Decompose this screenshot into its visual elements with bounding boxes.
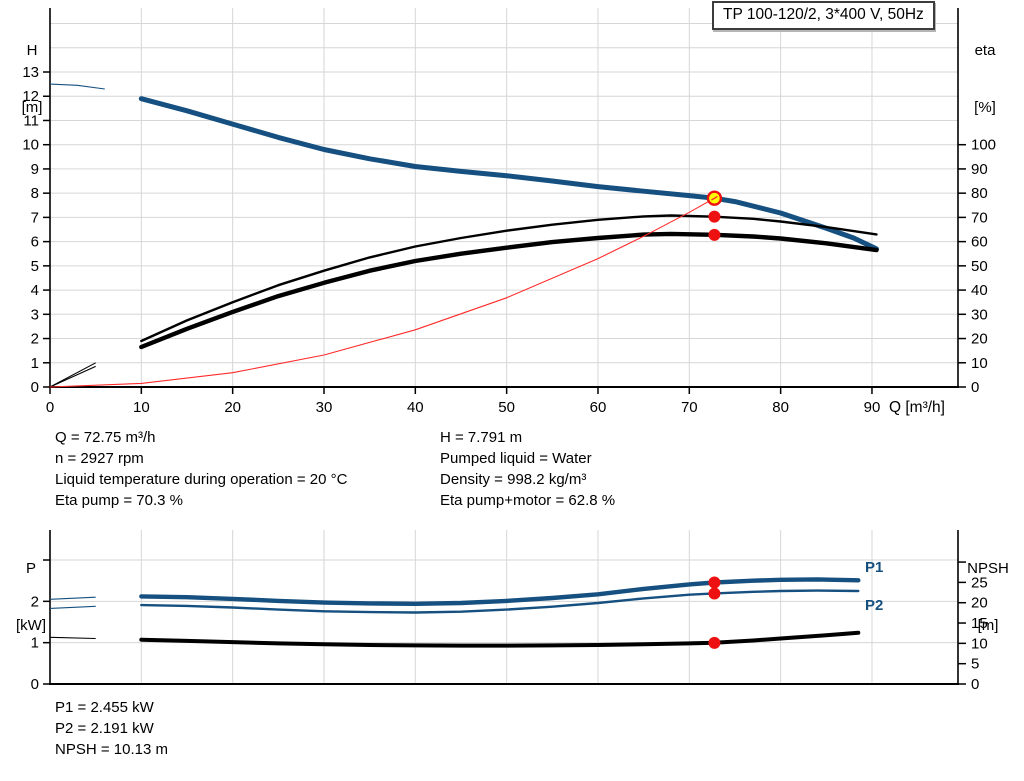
h-axis-unit-measure: [m] bbox=[21, 99, 43, 116]
duty-dot bbox=[708, 576, 721, 589]
y-right-tick-label: 60 bbox=[971, 234, 988, 251]
h-axis-unit-symbol: H bbox=[26, 42, 38, 59]
head-curve-thin bbox=[49, 83, 105, 90]
y-right-tick-label: 10 bbox=[971, 355, 988, 372]
info-q: Q = 72.75 m³/h bbox=[55, 429, 156, 446]
y-right-tick-label: 0 bbox=[971, 676, 979, 693]
x-tick-label: 20 bbox=[224, 399, 241, 416]
x-tick-label: 80 bbox=[772, 399, 789, 416]
y-left-tick-label: 3 bbox=[31, 306, 39, 323]
y-left-tick-label: 4 bbox=[31, 282, 39, 299]
x-tick-label: 10 bbox=[133, 399, 150, 416]
p-axis-unit-symbol: P bbox=[25, 560, 36, 577]
duty-dot bbox=[708, 210, 721, 223]
info-eta-pump-motor: Eta pump+motor = 62.8 % bbox=[440, 492, 616, 509]
y-left-tick-label: 8 bbox=[31, 185, 39, 202]
eta-axis-unit-symbol: eta bbox=[974, 42, 996, 59]
y-left-tick-label: 6 bbox=[31, 234, 39, 251]
head-curve bbox=[138, 96, 879, 252]
y-left-tick-label: 1 bbox=[31, 355, 39, 372]
y-left-tick-label: 2 bbox=[31, 593, 39, 610]
npsh-axis-unit: NPSH [m] bbox=[956, 521, 1020, 673]
npsh-axis-unit-measure: [m] bbox=[977, 617, 999, 634]
x-tick-label: 70 bbox=[681, 399, 698, 416]
x-tick-label: 60 bbox=[590, 399, 607, 416]
p1-curve bbox=[139, 577, 861, 606]
x-tick-label: 90 bbox=[864, 399, 881, 416]
y-right-tick-label: 30 bbox=[971, 306, 988, 323]
y-left-tick-label: 13 bbox=[22, 64, 39, 81]
y-right-tick-label: 15 bbox=[971, 615, 988, 632]
info-block-bottom: P1 = 2.455 kW P2 = 2.191 kW NPSH = 10.13… bbox=[55, 697, 168, 760]
info-liquid-temp: Liquid temperature during operation = 20… bbox=[55, 471, 348, 488]
y-right-tick-label: 25 bbox=[971, 574, 988, 591]
eta-pump-curve bbox=[140, 214, 878, 343]
system-curve bbox=[49, 197, 715, 388]
info-block-right: H = 7.791 m Pumped liquid = Water Densit… bbox=[440, 427, 615, 511]
info-h: H = 7.791 m bbox=[440, 429, 523, 446]
info-eta-pump: Eta pump = 70.3 % bbox=[55, 492, 183, 509]
y-left-tick-label: 1 bbox=[31, 635, 39, 652]
y-left-tick-label: 11 bbox=[23, 112, 39, 129]
eta-pump-motor-curve-thin bbox=[49, 365, 96, 388]
info-p1: P1 = 2.455 kW bbox=[55, 699, 154, 716]
y-right-tick-label: 5 bbox=[971, 656, 979, 673]
info-n: n = 2927 rpm bbox=[55, 450, 144, 467]
y-left-tick-label: 2 bbox=[31, 331, 39, 348]
y-right-tick-label: 100 bbox=[971, 137, 996, 154]
y-right-tick-label: 20 bbox=[971, 595, 988, 612]
y-right-tick-label: 50 bbox=[971, 258, 988, 275]
p2-curve-label: P2 bbox=[865, 597, 884, 614]
p-axis-unit: P [kW] bbox=[8, 521, 54, 673]
y-left-tick-label: 12 bbox=[22, 88, 39, 105]
duty-dot bbox=[708, 587, 721, 600]
npsh-curve bbox=[139, 630, 861, 648]
info-npsh: NPSH = 10.13 m bbox=[55, 741, 168, 758]
q-axis-unit: Q [m³/h] bbox=[889, 399, 945, 416]
x-tick-label: 40 bbox=[407, 399, 424, 416]
x-tick-label: 0 bbox=[46, 399, 54, 416]
p1-curve-label: P1 bbox=[865, 559, 884, 576]
info-density: Density = 998.2 kg/m³ bbox=[440, 471, 587, 488]
npsh-curve-thin bbox=[49, 636, 96, 640]
duty-dot bbox=[708, 228, 721, 241]
y-right-tick-label: 10 bbox=[971, 635, 988, 652]
info-p2: P2 = 2.191 kW bbox=[55, 720, 154, 737]
y-right-tick-label: 70 bbox=[971, 209, 988, 226]
info-pumped-liquid: Pumped liquid = Water bbox=[440, 450, 592, 467]
npsh-axis-unit-symbol: NPSH bbox=[967, 560, 1009, 577]
y-left-tick-label: 9 bbox=[31, 161, 39, 178]
duty-dot bbox=[708, 636, 721, 649]
x-tick-label: 30 bbox=[316, 399, 333, 416]
h-axis-unit: H [m] bbox=[10, 3, 54, 155]
pump-title-box: TP 100-120/2, 3*400 V, 50Hz bbox=[712, 1, 935, 30]
eta-axis-unit-measure: [%] bbox=[974, 99, 996, 116]
p2-curve-thin bbox=[49, 605, 96, 609]
y-right-tick-label: 40 bbox=[971, 282, 988, 299]
eta-axis-unit: eta [%] bbox=[962, 3, 1008, 155]
p2-curve bbox=[140, 589, 860, 614]
y-left-tick-label: 10 bbox=[22, 137, 39, 154]
p-axis-unit-measure: [kW] bbox=[16, 617, 46, 634]
y-left-tick-label: 0 bbox=[31, 379, 39, 396]
y-left-tick-label: 7 bbox=[31, 209, 39, 226]
y-right-tick-label: 0 bbox=[971, 379, 979, 396]
y-left-tick-label: 0 bbox=[31, 676, 39, 693]
y-right-tick-label: 90 bbox=[971, 161, 988, 178]
y-right-tick-label: 20 bbox=[971, 331, 988, 348]
p1-curve-thin bbox=[49, 596, 96, 600]
x-tick-label: 50 bbox=[498, 399, 515, 416]
eta-pump-motor-curve bbox=[139, 231, 879, 350]
duty-point-dash bbox=[711, 195, 718, 201]
y-left-tick-label: 5 bbox=[31, 258, 39, 275]
info-block-left: Q = 72.75 m³/h n = 2927 rpm Liquid tempe… bbox=[55, 427, 347, 511]
y-right-tick-label: 80 bbox=[971, 185, 988, 202]
